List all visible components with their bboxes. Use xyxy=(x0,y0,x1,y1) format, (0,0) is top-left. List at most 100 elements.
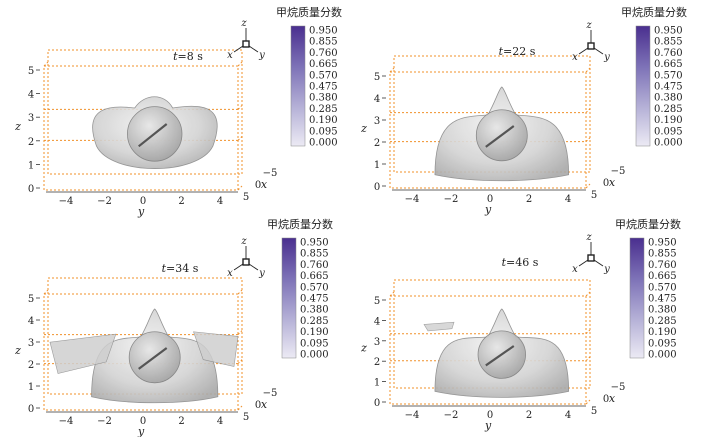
colorbar-tick-label: 0.095 xyxy=(648,338,677,349)
colorbar-tick-label: 0.000 xyxy=(654,138,683,149)
box-plane-edge xyxy=(237,136,243,141)
leak-pipe xyxy=(138,123,168,148)
y-axis: −4 −2 0 2 4 y xyxy=(392,405,586,432)
colorbar-tick-label: 0.570 xyxy=(654,70,683,81)
box-edge xyxy=(585,183,591,189)
leak-pipe xyxy=(485,125,515,148)
y-axis: −4 −2 0 2 4 y xyxy=(46,191,238,218)
time-label: t=22 s xyxy=(499,45,536,58)
z-tick-label: 5 xyxy=(28,66,34,77)
colorbar-tick-label: 0.000 xyxy=(648,350,677,361)
colorbar-tick-label: 0.950 xyxy=(648,238,677,249)
y-tick-label: −4 xyxy=(405,194,420,205)
triad-z-label: z xyxy=(240,18,247,29)
x-axis: 50−5x xyxy=(591,382,626,417)
colorbar-tick-label: 0.855 xyxy=(300,249,329,260)
triad-x-line xyxy=(233,45,244,53)
z-axis: 0 1 2 3 4 5 z xyxy=(360,296,386,409)
colorbar-tick-label: 0.570 xyxy=(300,282,329,293)
colorbar-tick-label: 0.760 xyxy=(309,48,338,59)
x-tick-label: 0 xyxy=(603,178,609,189)
y-tick-label: 2 xyxy=(178,196,184,207)
z-tick-label: 4 xyxy=(374,94,380,105)
colorbar-tick-label: 0.475 xyxy=(648,294,677,305)
time-label: t=46 s xyxy=(502,256,539,269)
y-tick-label: −2 xyxy=(444,410,459,421)
colorbar-tick-label: 0.665 xyxy=(654,59,683,70)
y-tick-label: 2 xyxy=(526,194,532,205)
colorbar-tick-label: 0.190 xyxy=(648,327,677,338)
colorbar-tick-label: 0.095 xyxy=(654,126,683,137)
z-tick-label: 3 xyxy=(28,113,34,124)
colorbar-tick-label: 0.380 xyxy=(648,305,677,316)
time-value: =46 s xyxy=(506,256,539,269)
y-axis-label: y xyxy=(137,425,145,437)
y-tick-label: 2 xyxy=(178,416,184,427)
box-edge xyxy=(237,185,243,191)
colorbar-gradient xyxy=(629,237,645,359)
y-axis: −4 −2 0 2 4 y xyxy=(392,189,586,216)
triad-z-label: z xyxy=(240,236,247,247)
y-tick-label: −2 xyxy=(444,194,459,205)
box-edge xyxy=(389,67,395,73)
z-axis-label: z xyxy=(360,341,367,354)
colorbar-tick-label: 0.855 xyxy=(309,37,338,48)
triad-x-line xyxy=(233,263,244,271)
z-tick-label: 2 xyxy=(28,360,34,371)
box-front-face xyxy=(389,295,587,405)
y-tick-label: 4 xyxy=(217,416,223,427)
y-axis-label: y xyxy=(484,203,492,216)
triad-x-label: x xyxy=(227,50,233,61)
colorbar-gradient xyxy=(290,25,306,147)
y-tick-label: 0 xyxy=(487,410,493,421)
leak-pipe xyxy=(138,347,168,370)
time-var: t xyxy=(502,256,507,269)
colorbar-tick-label: 0.285 xyxy=(300,316,329,327)
colorbar-title: 甲烷质量分数 xyxy=(267,217,333,231)
colorbar-tick-label: 0.665 xyxy=(309,59,338,70)
methane-isosurface xyxy=(49,308,239,404)
colorbar-tick-label: 0.665 xyxy=(648,271,677,282)
triad-y-line xyxy=(593,47,604,55)
box-edge xyxy=(43,61,49,67)
time-var: t xyxy=(162,262,167,275)
triad-x-line xyxy=(578,47,589,55)
colorbar-tick-label: 0.285 xyxy=(309,104,338,115)
colorbar-tick-label: 0.475 xyxy=(300,294,329,305)
colorbar: 甲烷质量分数 0.9500.8550.7600.6650.5700.4750.38… xyxy=(615,217,681,361)
time-var: t xyxy=(173,50,178,63)
z-tick-label: 1 xyxy=(374,160,380,171)
x-axis: 50−5x xyxy=(243,388,278,423)
y-tick-label: 4 xyxy=(565,194,571,205)
colorbar: 甲烷质量分数 0.9500.8550.7600.6650.5700.4750.38… xyxy=(267,217,333,361)
x-tick-label: −5 xyxy=(611,166,626,177)
x-tick-label: 5 xyxy=(243,192,249,203)
z-tick-label: 5 xyxy=(374,296,380,307)
colorbar-tick-label: 0.380 xyxy=(309,93,338,104)
box-plane-edge xyxy=(237,105,243,110)
colorbar-tick-label: 0.855 xyxy=(654,37,683,48)
colorbar: 甲烷质量分数 0.9500.8550.7600.6650.5700.4750.38… xyxy=(276,5,342,149)
colorbar-tick-label: 0.190 xyxy=(300,327,329,338)
colorbar-tick-label: 0.285 xyxy=(648,316,677,327)
z-tick-label: 4 xyxy=(28,90,34,101)
time-value: =34 s xyxy=(166,262,199,275)
z-axis: 0 1 2 3 4 5 z xyxy=(14,66,40,195)
x-axis-label: x xyxy=(261,398,268,411)
box-plane-edge xyxy=(237,359,243,364)
z-tick-label: 2 xyxy=(28,137,34,148)
z-tick-label: 5 xyxy=(374,72,380,83)
z-axis-label: z xyxy=(14,344,21,357)
triad-x-label: x xyxy=(227,268,233,279)
x-axis-label: x xyxy=(261,178,268,191)
z-axis-label: z xyxy=(360,122,367,135)
box-front-face xyxy=(43,293,239,411)
z-axis-label: z xyxy=(14,120,21,133)
z-tick-label: 0 xyxy=(374,398,380,409)
box-back-face xyxy=(47,49,243,175)
colorbar-tick-label: 0.475 xyxy=(309,82,338,93)
colorbar-tick-label: 0.950 xyxy=(300,238,329,249)
colorbar-tick-label: 0.190 xyxy=(654,115,683,126)
